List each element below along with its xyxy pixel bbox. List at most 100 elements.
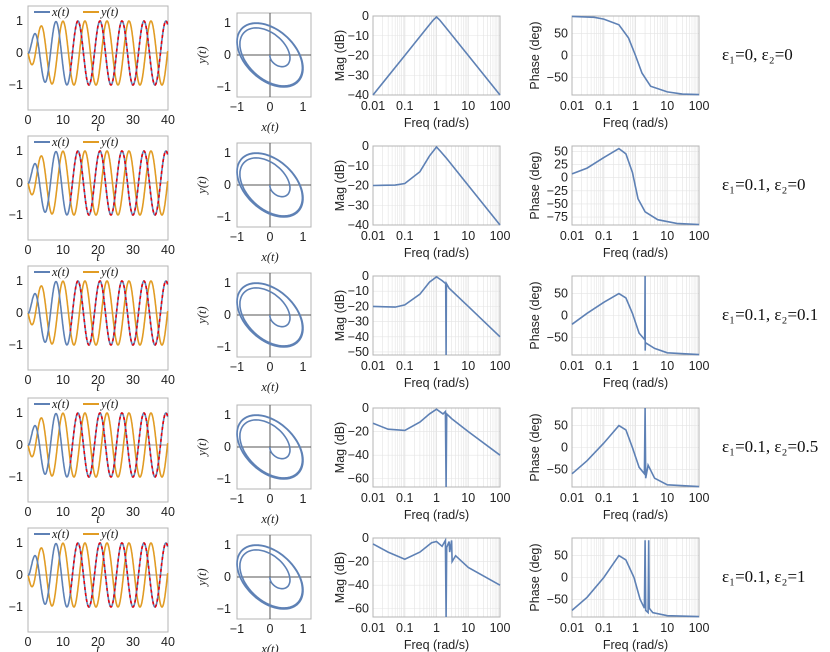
x-tick-label: 1 [433,491,440,505]
y-tick-label: 0 [362,401,369,415]
y-tick-label: −40 [348,218,369,232]
y-axis-title: y(t) [195,46,209,65]
x-tick-label: 10 [461,99,475,113]
x-tick-label: 0 [25,635,32,649]
phase-portrait-plot: −1 0 1 1 0 −1 x(t) y(t) [195,142,312,264]
overlay-dashed-line [69,20,169,86]
x-tick-label: 0.1 [595,621,612,635]
x-tick-label: 0.1 [396,491,413,505]
legend-label-y: y(t) [99,527,118,541]
x-tick-label: 1 [300,100,307,114]
series-y-line [27,412,169,478]
x-axis-title: Freq (rad/s) [603,246,668,260]
x-tick-label: 1 [433,99,440,113]
x-tick-label: 30 [126,505,140,519]
parameter-label: ε₁=0.1, ε₂=1 [722,567,806,586]
trajectory-line [236,544,304,610]
y-tick-label: −20 [348,555,369,569]
x-axis-title: t [96,250,100,264]
x-axis-title: Freq (rad/s) [603,638,668,652]
x-tick-label: 30 [126,113,140,127]
plot-frame [27,135,169,241]
y-tick-label: −1 [9,600,23,614]
y-tick-label: 0 [16,176,23,190]
phase-response-line [571,275,700,356]
y-tick-label: 0 [561,49,568,63]
trajectory-line [236,152,304,218]
y-axis-title: Phase (deg) [528,281,542,349]
y-tick-label: 1 [224,276,231,290]
y-tick-label: −60 [348,472,369,486]
x-axis-title: Freq (rad/s) [603,116,668,130]
x-tick-label: 0.1 [396,359,413,373]
x-tick-label: 1 [300,230,307,244]
x-tick-label: 10 [56,113,70,127]
y-tick-label: 25 [554,157,568,171]
y-tick-label: −30 [348,315,369,329]
y-tick-label: −60 [348,602,369,616]
y-tick-label: 0 [561,171,568,185]
mag-response-line [372,145,501,226]
phase-portrait-plot: −1 0 1 1 0 −1 x(t) y(t) [195,272,312,394]
y-tick-label: 0 [561,571,568,585]
x-tick-label: 0.1 [396,99,413,113]
y-axis-title: y(t) [195,176,209,195]
x-tick-label: 20 [91,505,105,519]
x-tick-label: 1 [632,359,639,373]
y-tick-label: −75 [547,210,568,224]
plot-frame [27,397,169,503]
overlay-dashed-line [69,280,169,346]
y-tick-label: 50 [554,549,568,563]
x-tick-label: 10 [461,229,475,243]
plot-frame [571,15,700,96]
y-axis-title: Mag (dB) [333,160,347,211]
parameter-label: ε₁=0.1, ε₂=0.5 [722,437,818,456]
y-tick-label: 0 [224,570,231,584]
x-tick-label: 0 [267,492,274,506]
y-tick-label: 1 [16,274,23,288]
y-tick-label: −1 [9,338,23,352]
y-tick-label: −50 [547,70,568,84]
x-axis-title: Freq (rad/s) [603,508,668,522]
x-tick-label: 0.01 [361,229,385,243]
x-tick-label: 1 [632,621,639,635]
bode-phase-plot: 0.01 0.1 1 10 100 50 0 −50 Freq (rad/s) Phase (de… [528,275,709,390]
phase-response-line [571,407,700,488]
mag-response-line [372,408,501,488]
x-tick-label: 1 [433,229,440,243]
series-y-line [27,280,169,346]
y-tick-label: −1 [217,80,231,94]
trajectory-line [236,414,304,480]
parameter-label: ε₁=0.1, ε₂=0.1 [722,305,818,324]
x-tick-label: 30 [126,635,140,649]
x-tick-label: 10 [660,359,674,373]
plot-frame [571,275,700,356]
x-tick-label: 10 [56,505,70,519]
y-tick-label: −10 [348,29,369,43]
x-tick-label: 0.01 [560,491,584,505]
x-tick-label: 10 [461,621,475,635]
y-tick-label: 0 [224,178,231,192]
y-axis-title: y(t) [195,306,209,325]
x-tick-label: 40 [161,243,175,257]
plot-frame [27,5,169,111]
x-tick-label: 0.1 [595,359,612,373]
x-tick-label: 30 [126,373,140,387]
x-tick-label: 0 [267,230,274,244]
mag-response-line [372,537,501,618]
x-axis-title: x(t) [260,642,278,652]
plot-frame [27,265,169,371]
x-axis-title: Freq (rad/s) [404,246,469,260]
y-tick-label: −1 [217,602,231,616]
y-tick-label: −50 [547,462,568,476]
y-tick-label: −20 [348,49,369,63]
y-tick-label: 0 [561,441,568,455]
